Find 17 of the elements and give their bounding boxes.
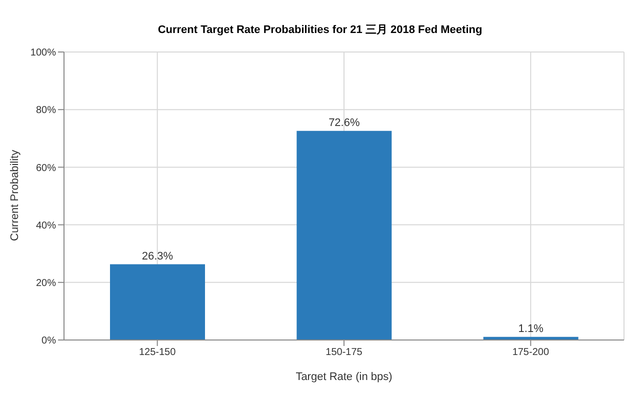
x-tick-label: 175-200: [512, 347, 550, 358]
y-axis-title: Current Probability: [8, 149, 21, 241]
bar: [110, 264, 205, 340]
x-tick-label: 150-175: [326, 347, 363, 358]
text: 1.1%: [518, 322, 544, 335]
x-axis-title: Target Rate (in bps): [296, 371, 392, 383]
text: 72.6%: [328, 116, 360, 129]
text: 26.3%: [142, 250, 174, 262]
y-tick-label: 40%: [36, 220, 56, 232]
y-tick-label: 80%: [36, 105, 56, 116]
y-tick-label: 60%: [36, 162, 56, 174]
y-tick-label: 0%: [42, 336, 56, 347]
x-tick-label: 125-150: [138, 347, 176, 358]
chart-title: Current Target Rate Probabilities for 21 三月 2018 Fed Meeting: [156, 23, 484, 38]
y-tick-label: 20%: [36, 278, 56, 289]
y-tick-label: 100%: [30, 48, 56, 59]
bar: [296, 130, 392, 340]
